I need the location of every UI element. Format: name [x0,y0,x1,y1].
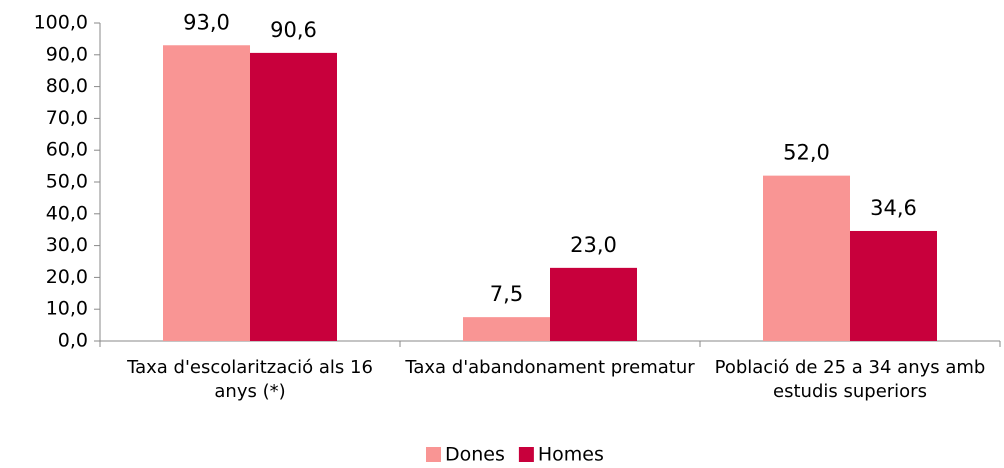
y-tick-label: 30,0 [46,234,88,256]
bar [463,317,550,341]
x-tick-label: Taxa d'abandonament prematur [405,357,695,378]
x-tick-label: Població de 25 a 34 anys amb estudis sup… [714,357,986,402]
data-label: 52,0 [783,141,830,165]
y-tick-label: 50,0 [46,171,88,193]
y-tick-label: 60,0 [46,139,88,161]
legend-swatch [518,447,534,462]
legend-swatch [426,447,441,462]
bar [850,230,937,341]
x-tick-label-box: Taxa d'abandonament prematur [405,357,695,378]
bar [550,267,637,341]
x-tick-label-box: Població de 25 a 34 anys amb estudis sup… [714,357,986,402]
bar [163,45,250,341]
x-tick-label: Taxa d'escolarització als 16 anys (*) [127,357,373,402]
bar [763,175,850,341]
data-label: 34,6 [870,196,917,220]
data-label: 7,5 [490,282,523,306]
bar [250,52,337,341]
legend-label: Dones [445,444,505,466]
data-label: 23,0 [570,233,617,257]
y-tick-label: 0,0 [58,330,88,352]
y-tick-label: 10,0 [46,298,88,320]
x-tick-label-box: Taxa d'escolarització als 16 anys (*) [127,357,373,402]
data-label: 90,6 [270,18,317,42]
y-tick-label: 80,0 [46,75,88,97]
y-tick-label: 90,0 [46,43,88,65]
y-tick-label: 40,0 [46,202,88,224]
data-label: 93,0 [183,10,230,34]
y-tick-label: 20,0 [46,266,88,288]
y-tick-label: 70,0 [46,107,88,129]
y-tick-label: 100,0 [34,12,88,34]
legend-label: Homes [538,444,604,466]
